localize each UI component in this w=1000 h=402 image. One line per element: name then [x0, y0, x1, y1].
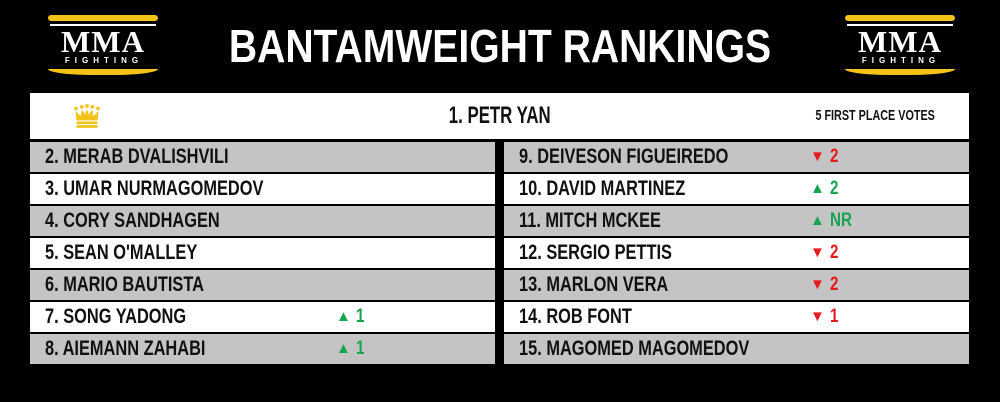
rankings-right-column: 9. DEIVESON FIGUEIREDO ▼ 2 10. DAVID MAR…	[504, 142, 969, 366]
rank-change: ▲ 1	[336, 334, 366, 364]
fighter-name: 7. SONG YADONG	[45, 305, 187, 328]
table-row: 10. DAVID MARTINEZ ▲ 2	[504, 174, 969, 204]
logo-word: MMA	[50, 24, 156, 57]
logo-subword: FIGHTING	[861, 56, 941, 65]
rank-change: ▲ NR	[810, 206, 857, 236]
table-row: 8. AIEMANN ZAHABI ▲ 1	[30, 334, 495, 364]
crown-icon	[74, 104, 100, 128]
table-row: 4. CORY SANDHAGEN	[30, 206, 495, 236]
rankings-left-column: 2. MERAB DVALISHVILI 3. UMAR NURMAGOMEDO…	[30, 142, 495, 366]
table-row: 5. SEAN O'MALLEY	[30, 238, 495, 268]
fighter-name: 8. AIEMANN ZAHABI	[45, 337, 206, 360]
rank-up-icon: ▲	[336, 308, 351, 325]
table-row: 15. MAGOMED MAGOMEDOV	[504, 334, 969, 364]
fighter-name: 3. UMAR NURMAGOMEDOV	[45, 177, 264, 200]
fighter-name: 14. ROB FONT	[519, 305, 632, 328]
logo-subword: FIGHTING	[64, 56, 144, 65]
fighter-name: 15. MAGOMED MAGOMEDOV	[519, 337, 750, 360]
table-row: 7. SONG YADONG ▲ 1	[30, 302, 495, 332]
fighter-name: 13. MARLON VERA	[519, 273, 669, 296]
fighter-name: 5. SEAN O'MALLEY	[45, 241, 198, 264]
fighter-name: 9. DEIVESON FIGUEIREDO	[519, 145, 729, 168]
fighter-name: 2. MERAB DVALISHVILI	[45, 145, 229, 168]
rank-up-icon: ▲	[810, 212, 825, 229]
fighter-name: 4. CORY SANDHAGEN	[45, 209, 220, 232]
mma-fighting-logo-right: MMA FIGHTING	[845, 14, 955, 76]
table-row: 14. ROB FONT ▼ 1	[504, 302, 969, 332]
table-row: 11. MITCH MCKEE ▲ NR	[504, 206, 969, 236]
rank-change: ▲ 1	[336, 302, 366, 332]
fighter-name: 12. SERGIO PETTIS	[519, 241, 672, 264]
rank-change-value: 2	[829, 178, 839, 199]
rank-change-value: 1	[829, 306, 839, 327]
table-row: 13. MARLON VERA ▼ 2	[504, 270, 969, 300]
champion-row: 1. PETR YAN 5 FIRST PLACE VOTES	[30, 93, 969, 139]
table-row: 12. SERGIO PETTIS ▼ 2	[504, 238, 969, 268]
rank-down-icon: ▼	[810, 276, 825, 293]
champion-name: 1. PETR YAN	[448, 102, 551, 129]
logo-bottom-bar	[48, 69, 158, 75]
first-place-votes: 5 FIRST PLACE VOTES	[815, 107, 935, 124]
rank-change: ▼ 2	[810, 238, 840, 268]
rank-change-value: 1	[355, 338, 365, 359]
rank-down-icon: ▼	[810, 148, 825, 165]
logo-top-bar	[845, 15, 955, 21]
mma-fighting-logo-left: MMA FIGHTING	[48, 14, 158, 76]
rank-change: ▼ 1	[810, 302, 840, 332]
rank-change-value: 2	[829, 146, 839, 167]
fighter-name: 6. MARIO BAUTISTA	[45, 273, 204, 296]
table-row: 6. MARIO BAUTISTA	[30, 270, 495, 300]
page-title: BANTAMWEIGHT RANKINGS	[228, 20, 772, 72]
rank-down-icon: ▼	[810, 244, 825, 261]
fighter-name: 10. DAVID MARTINEZ	[519, 177, 686, 200]
rank-change-value: 2	[829, 274, 839, 295]
rank-change: ▲ 2	[810, 174, 840, 204]
rankings-columns: 2. MERAB DVALISHVILI 3. UMAR NURMAGOMEDO…	[30, 142, 969, 366]
rank-up-icon: ▲	[336, 340, 351, 357]
logo-bottom-bar	[845, 69, 955, 75]
table-row: 2. MERAB DVALISHVILI	[30, 142, 495, 172]
rank-up-icon: ▲	[810, 180, 825, 197]
rank-change-value: 1	[355, 306, 365, 327]
table-row: 3. UMAR NURMAGOMEDOV	[30, 174, 495, 204]
logo-word: MMA	[847, 24, 953, 57]
rank-change: ▼ 2	[810, 270, 840, 300]
rank-change-value: 2	[829, 242, 839, 263]
fighter-name: 11. MITCH MCKEE	[519, 209, 661, 232]
table-row: 9. DEIVESON FIGUEIREDO ▼ 2	[504, 142, 969, 172]
logo-top-bar	[48, 15, 158, 21]
rank-down-icon: ▼	[810, 308, 825, 325]
rank-change-value: NR	[829, 210, 852, 231]
rankings-board: 1. PETR YAN 5 FIRST PLACE VOTES 2. MERAB…	[30, 93, 969, 366]
rank-change: ▼ 2	[810, 142, 840, 172]
